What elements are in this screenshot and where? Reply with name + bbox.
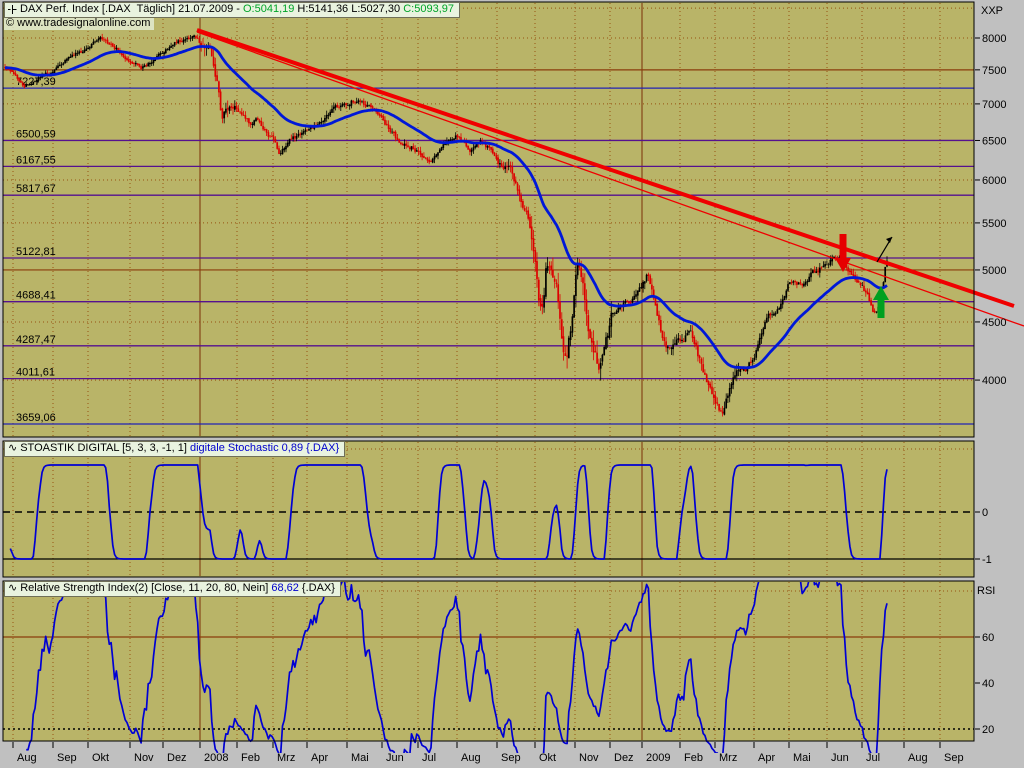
price-axis-label: 4000 bbox=[982, 375, 1006, 387]
close-value: C:5093,97 bbox=[403, 3, 454, 15]
time-axis-label: Aug bbox=[461, 752, 481, 764]
stochastic-name: STOASTIK DIGITAL [5, 3, 3, -1, 1] bbox=[20, 442, 190, 454]
price-axis-label: 5000 bbox=[982, 265, 1006, 277]
rsi-name: Relative Strength Index(2) [Close, 11, 2… bbox=[20, 582, 272, 594]
rsi-axis-label: 40 bbox=[982, 678, 994, 690]
level-label: 5817,67 bbox=[16, 183, 56, 195]
level-label: 6167,55 bbox=[16, 154, 56, 166]
price-axis-label: 5500 bbox=[982, 218, 1006, 230]
time-axis-label: Apr bbox=[311, 752, 328, 764]
time-axis-label: Feb bbox=[241, 752, 260, 764]
rsi-axis-label: 20 bbox=[982, 724, 994, 736]
rsi-panel[interactable] bbox=[3, 581, 974, 741]
level-label: 4011,61 bbox=[16, 367, 55, 379]
high-low-values: H:5141,36 L:5027,30 bbox=[294, 3, 404, 15]
rsi-symbol-suffix: {.DAX} bbox=[298, 582, 335, 594]
price-axis-label: 8000 bbox=[982, 33, 1006, 45]
level-label: 3659,06 bbox=[16, 412, 56, 424]
price-axis-label: 6000 bbox=[982, 175, 1006, 187]
time-axis-label: Jul bbox=[866, 752, 880, 764]
time-axis-label: Nov bbox=[134, 752, 154, 764]
indicator-wave-icon: ∿ bbox=[8, 582, 18, 594]
stoch-axis-label: 0 bbox=[982, 507, 988, 519]
rsi-title-bar: ∿ Relative Strength Index(2) [Close, 11,… bbox=[4, 581, 341, 597]
rsi-panel-border bbox=[2, 580, 975, 742]
sell-arrow-icon bbox=[835, 234, 851, 272]
price-axis-title: XXP bbox=[981, 5, 1004, 17]
price-panel[interactable] bbox=[3, 2, 974, 437]
rsi-axis-title: RSI bbox=[977, 585, 996, 597]
crosshair-icon bbox=[8, 5, 17, 14]
stochastic-line bbox=[9, 464, 888, 560]
watermark: © www.tradesignalonline.com bbox=[4, 17, 155, 30]
time-axis-label: Jun bbox=[386, 752, 404, 764]
level-label: 4287,47 bbox=[16, 334, 56, 346]
price-axis-label: 7500 bbox=[982, 65, 1006, 77]
stochastic-panel[interactable] bbox=[3, 441, 974, 577]
stoch-axis-label: -1 bbox=[982, 554, 992, 566]
stochastic-title-bar: ∿ STOASTIK DIGITAL [5, 3, 3, -1, 1] digi… bbox=[4, 441, 346, 457]
trendline bbox=[196, 31, 1024, 327]
time-axis-label: Sep bbox=[944, 752, 964, 764]
time-axis-label: Dez bbox=[614, 752, 634, 764]
time-axis-label: Dez bbox=[167, 752, 187, 764]
main-title-bar: DAX Perf. Index [.DAX Täglich] 21.07.200… bbox=[4, 2, 460, 18]
black-arrow-head bbox=[886, 237, 892, 243]
time-axis-label: Mrz bbox=[719, 752, 737, 764]
level-label: 6500,59 bbox=[16, 128, 56, 140]
time-axis-label: Sep bbox=[57, 752, 77, 764]
price-axis-label: 4500 bbox=[982, 317, 1006, 329]
time-axis-label: 2008 bbox=[204, 752, 228, 764]
main-title-text: DAX Perf. Index [.DAX Täglich] 21.07.200… bbox=[20, 3, 243, 15]
time-axis-label: Nov bbox=[579, 752, 599, 764]
price-axis-label: 7000 bbox=[982, 99, 1006, 111]
price-axis-label: 6500 bbox=[982, 135, 1006, 147]
price-panel-border bbox=[2, 1, 975, 438]
time-axis-label: Aug bbox=[908, 752, 928, 764]
time-axis-label: Aug bbox=[17, 752, 37, 764]
time-axis-label: Feb bbox=[684, 752, 703, 764]
stochastic-value: digitale Stochastic 0,89 {.DAX} bbox=[189, 442, 340, 454]
time-axis-label: Jul bbox=[422, 752, 436, 764]
rsi-axis-label: 60 bbox=[982, 632, 994, 644]
time-axis-label: 2009 bbox=[646, 752, 670, 764]
buy-arrow-icon bbox=[873, 286, 889, 318]
time-axis-label: Mrz bbox=[277, 752, 295, 764]
time-axis-label: Okt bbox=[92, 752, 109, 764]
time-axis-label: Mai bbox=[793, 752, 811, 764]
time-axis-label: Apr bbox=[758, 752, 775, 764]
time-axis-label: Mai bbox=[351, 752, 369, 764]
level-label: 5122,81 bbox=[16, 246, 56, 258]
indicator-wave-icon: ∿ bbox=[8, 442, 18, 454]
level-label: 7227,39 bbox=[16, 76, 56, 88]
stochastic-panel-border bbox=[2, 440, 975, 578]
moving-average-line bbox=[5, 45, 888, 370]
rsi-value: 68,62 bbox=[271, 582, 299, 594]
open-value: O:5041,19 bbox=[242, 3, 295, 15]
time-axis-label: Jun bbox=[831, 752, 849, 764]
level-label: 4688,41 bbox=[16, 290, 56, 302]
time-axis-label: Sep bbox=[501, 752, 521, 764]
time-axis-label: Okt bbox=[539, 752, 556, 764]
